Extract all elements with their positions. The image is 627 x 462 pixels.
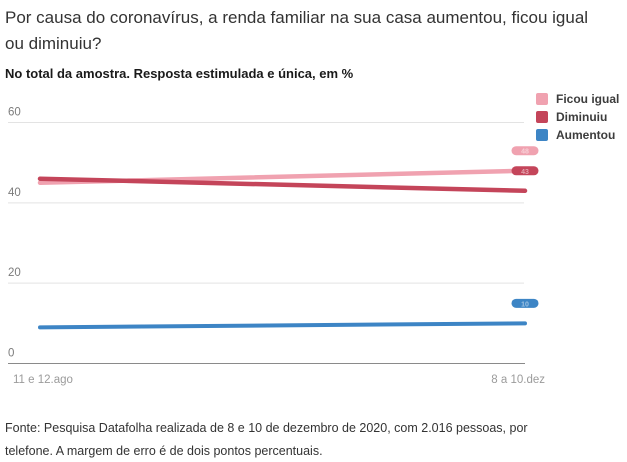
x-axis-label-december: 8 a 10.dez [491,374,545,386]
end-label-value-ficou-igual: 48 [521,149,529,156]
legend-label-ficou-igual: Ficou igual [556,92,620,106]
end-label-pill-diminuiu [511,166,539,176]
legend-item-diminuiu[interactable]: Diminuiu [536,108,619,126]
y-tick-label-40: 40 [8,187,21,199]
legend: Ficou igual Diminuiu Aumentou [536,90,619,144]
chart-title: Por causa do coronavírus, a renda famili… [5,8,589,53]
legend-swatch-diminuiu [536,111,548,123]
chart-svg: 0 20 40 60 48 43 10 [8,107,539,364]
legend-swatch-ficou-igual [536,93,548,105]
end-label-value-aumentou: 10 [521,301,529,308]
y-tick-label-20: 20 [8,267,21,279]
legend-label-aumentou: Aumentou [556,128,616,142]
legend-item-ficou-igual[interactable]: Ficou igual [536,90,619,108]
chart-subtitle: No total da amostra. Resposta estimulada… [5,66,354,81]
line-diminuiu [37,176,528,194]
y-tick-label-0: 0 [8,348,14,360]
line-aumentou [38,321,527,330]
legend-item-aumentou[interactable]: Aumentou [536,126,619,144]
end-label-pill-ficou-igual [511,146,539,156]
legend-label-diminuiu: Diminuiu [556,110,608,124]
y-tick-label-60: 60 [8,107,21,119]
x-axis-label-august: 11 e 12.ago [13,374,73,386]
end-label-value-diminuiu: 43 [521,169,529,176]
legend-swatch-aumentou [536,129,548,141]
end-label-pill-aumentou [511,298,539,308]
source-note: Fonte: Pesquisa Datafolha realizada de 8… [5,421,528,458]
